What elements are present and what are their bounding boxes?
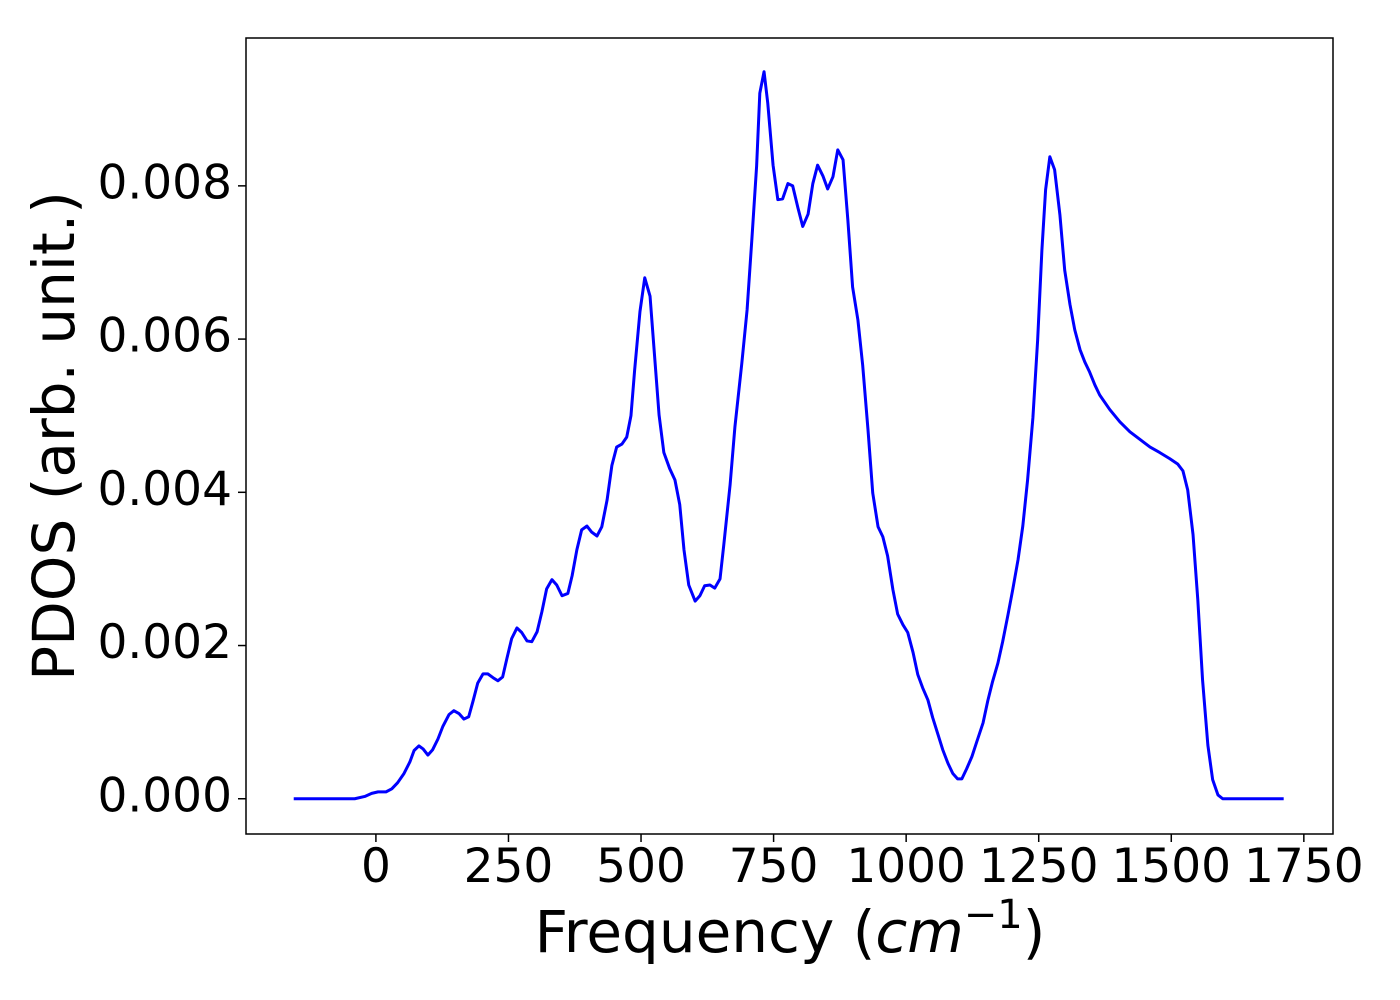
y-tick-label: 0.008 bbox=[97, 155, 232, 210]
x-tick-label: 0 bbox=[361, 839, 391, 894]
plot-frame bbox=[245, 37, 1334, 835]
x-tick-label: 1000 bbox=[846, 839, 966, 894]
y-tick-label: 0.000 bbox=[97, 768, 232, 823]
x-tick-label: 250 bbox=[464, 839, 554, 894]
x-axis-label: Frequency (cm−1) bbox=[535, 892, 1046, 966]
x-axis-label-text: Frequency ( bbox=[535, 898, 876, 966]
x-axis-label-exponent: −1 bbox=[964, 892, 1023, 938]
x-tick-label: 500 bbox=[596, 839, 686, 894]
y-axis-label: PDOS (arb. unit.) bbox=[20, 191, 88, 681]
x-tick-label: 1250 bbox=[979, 839, 1099, 894]
x-tick-label: 1750 bbox=[1244, 839, 1364, 894]
y-tick-label: 0.002 bbox=[97, 615, 232, 670]
y-tick-label: 0.006 bbox=[97, 309, 232, 364]
x-tick-label: 750 bbox=[729, 839, 819, 894]
data-line bbox=[293, 70, 1284, 801]
y-tick-label: 0.004 bbox=[97, 462, 232, 517]
x-axis-label-unit: cm bbox=[875, 898, 963, 966]
x-axis-label-close: ) bbox=[1023, 898, 1046, 966]
x-tick-label: 1500 bbox=[1111, 839, 1231, 894]
